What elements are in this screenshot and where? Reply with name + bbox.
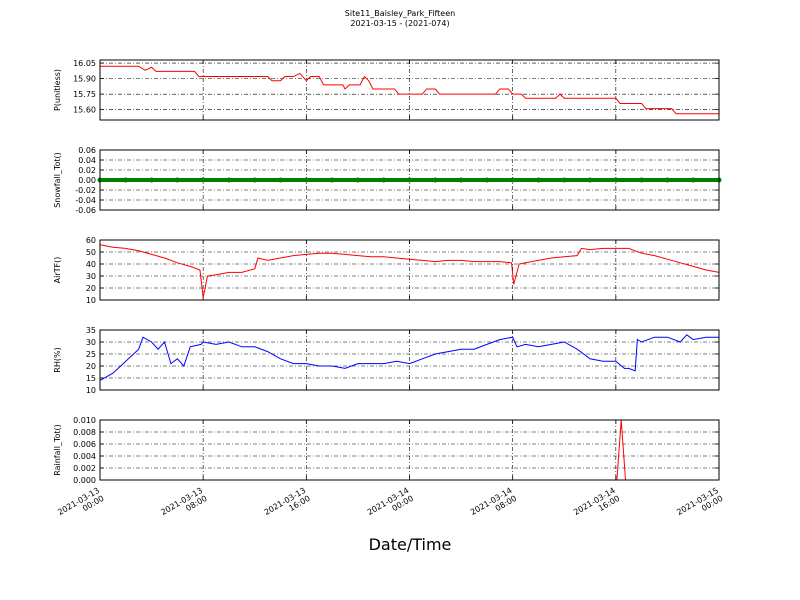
y-tick-label: 0.004	[73, 452, 96, 461]
data-point	[303, 177, 309, 183]
y-tick-label: 0.002	[73, 464, 96, 473]
y-tick-label: -0.06	[75, 206, 96, 215]
data-point	[613, 177, 619, 183]
plot-frame	[99, 149, 720, 211]
x-tick-label: 2021-03-1416:00	[572, 486, 621, 525]
y-tick-label: 15	[86, 374, 96, 383]
y-tick-label: 16.05	[73, 59, 96, 68]
data-point	[432, 177, 438, 183]
y-tick-label: -0.02	[75, 186, 96, 195]
data-point	[587, 177, 593, 183]
data-point	[174, 177, 180, 183]
plot-frame	[99, 239, 720, 301]
y-tick-label: 20	[86, 362, 96, 371]
y-tick-label: 0.00	[78, 176, 96, 185]
y-tick-label: 35	[86, 326, 96, 335]
data-point	[200, 177, 206, 183]
data-point	[381, 177, 387, 183]
y-tick-label: 15.75	[73, 90, 96, 99]
x-tick-label: 2021-03-1408:00	[469, 486, 518, 525]
y-tick-label: 0.010	[73, 416, 96, 425]
plot-frame	[99, 419, 720, 481]
y-axis-label: RH(%)	[53, 347, 62, 372]
x-tick-label: 2021-03-1500:00	[675, 486, 724, 525]
data-point	[561, 177, 567, 183]
data-point	[329, 177, 335, 183]
data-point	[458, 177, 464, 183]
data-point	[690, 177, 696, 183]
data-point	[149, 177, 155, 183]
y-axis-label: Rainfall_Tot()	[53, 424, 62, 476]
y-tick-label: 0.06	[78, 146, 96, 155]
plot-frame	[99, 59, 720, 121]
y-axis-label: Snowfall_Tot()	[53, 152, 62, 208]
y-tick-label: 50	[86, 248, 96, 257]
data-point	[639, 177, 645, 183]
plot-frame	[99, 329, 720, 391]
x-tick-label: 2021-03-1400:00	[366, 486, 415, 525]
data-point	[664, 177, 670, 183]
data-point	[484, 177, 490, 183]
data-line	[100, 65, 719, 115]
data-line	[99, 334, 719, 381]
data-point	[123, 177, 129, 183]
data-point	[407, 177, 412, 183]
y-tick-label: 15.60	[73, 106, 96, 115]
y-tick-label: 15.90	[73, 75, 96, 84]
y-tick-label: 20	[86, 284, 96, 293]
y-axis-label: AirTF()	[53, 257, 62, 284]
y-tick-label: 30	[86, 338, 96, 347]
x-tick-label: 2021-03-1308:00	[159, 486, 208, 525]
data-point	[278, 177, 284, 183]
y-tick-label: 0.000	[73, 476, 96, 485]
x-tick-label: 2021-03-1300:00	[56, 486, 105, 525]
data-point	[510, 177, 516, 183]
y-tick-label: 10	[86, 386, 96, 395]
y-tick-label: 0.008	[73, 428, 96, 437]
data-point	[226, 177, 232, 183]
chart-subtitle: 2021-03-15 - (2021-074)	[350, 19, 449, 28]
y-axis-label: P(unitless)	[53, 69, 62, 111]
y-tick-label: 10	[86, 296, 96, 305]
y-tick-label: 60	[86, 236, 96, 245]
y-tick-label: 0.04	[78, 156, 96, 165]
y-tick-label: -0.04	[75, 196, 96, 205]
x-axis-label: Date/Time	[369, 535, 452, 554]
y-tick-label: 40	[86, 260, 96, 269]
chart-title: Site11_Baisley_Park_Fifteen	[345, 9, 455, 18]
x-tick-label: 2021-03-1316:00	[263, 486, 312, 525]
y-tick-label: 0.02	[78, 166, 96, 175]
y-tick-label: 25	[86, 350, 96, 359]
y-tick-label: 30	[86, 272, 96, 281]
data-line	[99, 244, 720, 298]
data-point	[535, 177, 541, 183]
data-point	[355, 177, 361, 183]
data-point	[252, 177, 258, 183]
y-tick-label: 0.006	[73, 440, 96, 449]
